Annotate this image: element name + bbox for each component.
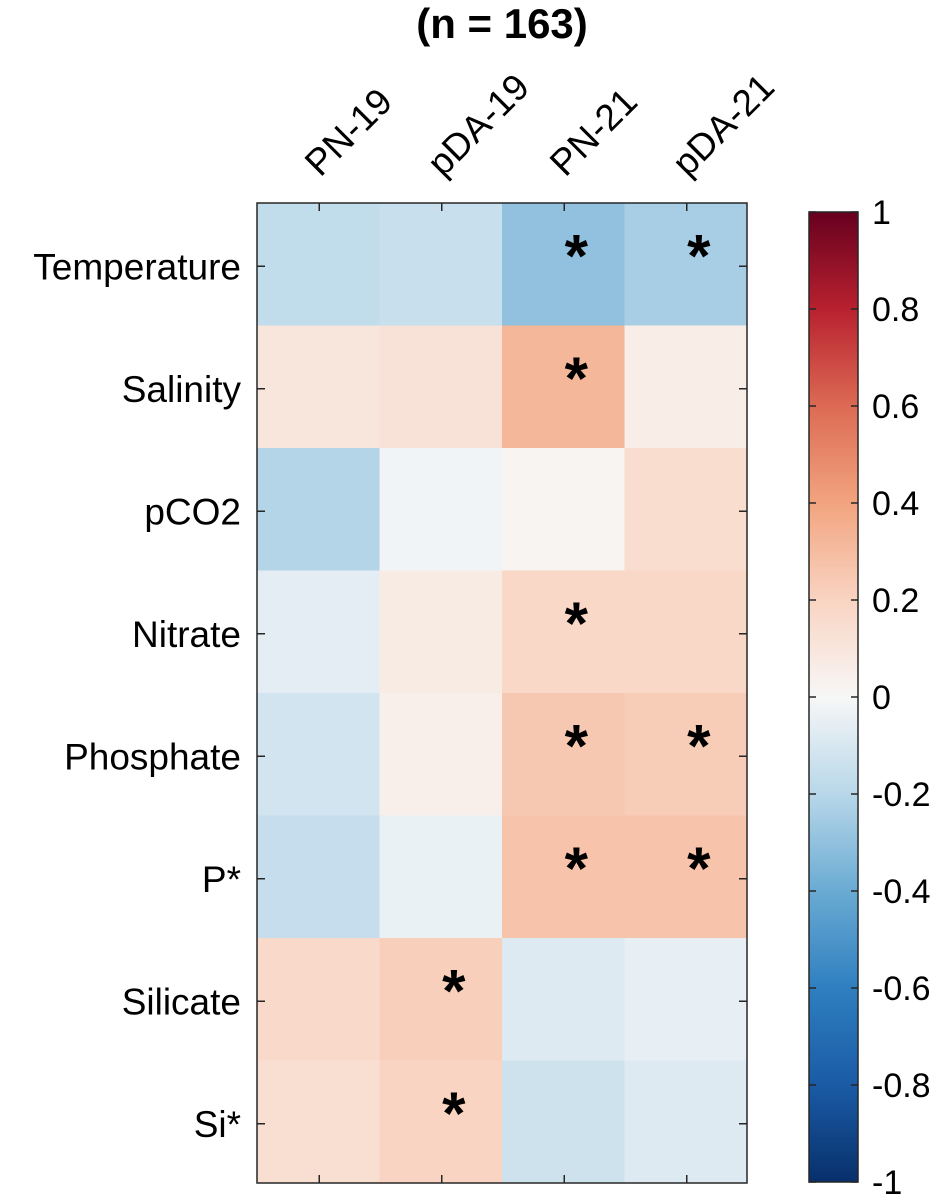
heatmap-cell	[624, 203, 748, 326]
heatmap-cells	[257, 203, 748, 1184]
heatmap-cell	[502, 203, 625, 326]
colorbar-tick-label: -1	[872, 1164, 902, 1199]
colorbar: 1 0.8 0.6 0.4 0.2 0 -0.2 -0.4 -0.6 -0.8 -1	[808, 194, 931, 1199]
chart-title: (n = 163)	[416, 0, 588, 47]
row-label: Phosphate	[64, 736, 241, 777]
row-label: pCO2	[144, 491, 241, 532]
significance-star: *	[442, 957, 466, 1024]
significance-star: *	[687, 222, 711, 289]
heatmap-cell	[624, 325, 748, 449]
heatmap-cell	[379, 325, 503, 449]
heatmap-cell	[624, 448, 748, 571]
significance-star: *	[442, 1080, 466, 1147]
heatmap-cell	[257, 815, 380, 939]
heatmap-cell	[379, 938, 503, 1061]
colorbar-tick-label: -0.8	[872, 1067, 931, 1105]
significance-star: *	[565, 345, 589, 412]
row-label: Si*	[194, 1104, 241, 1145]
column-label: pDA-21	[664, 66, 782, 184]
column-labels: PN-19 pDA-19 PN-21 pDA-21	[297, 66, 782, 184]
significance-star: *	[687, 835, 711, 902]
heatmap-cell	[379, 693, 503, 816]
row-labels: Temperature Salinity pCO2 Nitrate Phosphate P…	[33, 246, 241, 1145]
colorbar-tick-label: 0.4	[872, 485, 919, 523]
significance-star: *	[565, 712, 589, 779]
heatmap-cell	[624, 815, 748, 939]
heatmap-cell	[257, 570, 380, 694]
colorbar-tick-label: -0.6	[872, 970, 931, 1008]
significance-markers: * * * * * * * * * *	[442, 222, 711, 1147]
colorbar-tick-label: 0.2	[872, 582, 919, 620]
heatmap-cell	[502, 1060, 625, 1184]
plot-frame	[256, 202, 748, 1184]
significance-star: *	[565, 590, 589, 657]
colorbar-scale	[808, 211, 859, 1183]
heatmap-cell	[379, 1060, 503, 1184]
heatmap-cell	[257, 203, 380, 326]
row-label: Silicate	[122, 981, 241, 1022]
column-label: PN-19	[297, 80, 400, 183]
significance-star: *	[687, 712, 711, 779]
heatmap-cell	[257, 448, 380, 571]
heatmap-cell	[257, 325, 380, 449]
heatmap-cell	[502, 815, 625, 939]
colorbar-tick-label: 0.6	[872, 388, 919, 426]
heatmap-cell	[257, 938, 380, 1061]
significance-star: *	[565, 835, 589, 902]
axis-ticks	[257, 203, 747, 1183]
heatmap-cell	[257, 1060, 380, 1184]
colorbar-tick-label: 1	[872, 194, 891, 232]
heatmap-cell	[502, 570, 625, 694]
heatmap-cell	[379, 448, 503, 571]
colorbar-tick-label: 0	[872, 679, 891, 717]
column-label: pDA-19	[419, 66, 537, 184]
row-label: Salinity	[122, 369, 242, 410]
colorbar-tick-label: 0.8	[872, 291, 919, 329]
heatmap-cell	[624, 693, 748, 816]
colorbar-tick-label: -0.4	[872, 873, 931, 911]
row-label: P*	[202, 859, 241, 900]
heatmap-cell	[502, 938, 625, 1061]
row-label: Nitrate	[132, 614, 241, 655]
heatmap-cell	[624, 570, 748, 694]
row-label: Temperature	[33, 246, 241, 287]
colorbar-tick-label: -0.2	[872, 776, 931, 814]
heatmap-cell	[379, 203, 503, 326]
significance-star: *	[565, 222, 589, 289]
heatmap-cell	[379, 815, 503, 939]
column-label: PN-21	[542, 80, 645, 183]
heatmap-cell	[624, 938, 748, 1061]
heatmap-cell	[502, 448, 625, 571]
heatmap-cell	[379, 570, 503, 694]
heatmap-cell	[502, 325, 625, 449]
colorbar-ticks: 1 0.8 0.6 0.4 0.2 0 -0.2 -0.4 -0.6 -0.8 -1	[809, 194, 931, 1199]
heatmap-cell	[502, 693, 625, 816]
heatmap-cell	[257, 693, 380, 816]
heatmap-cell	[624, 1060, 748, 1184]
